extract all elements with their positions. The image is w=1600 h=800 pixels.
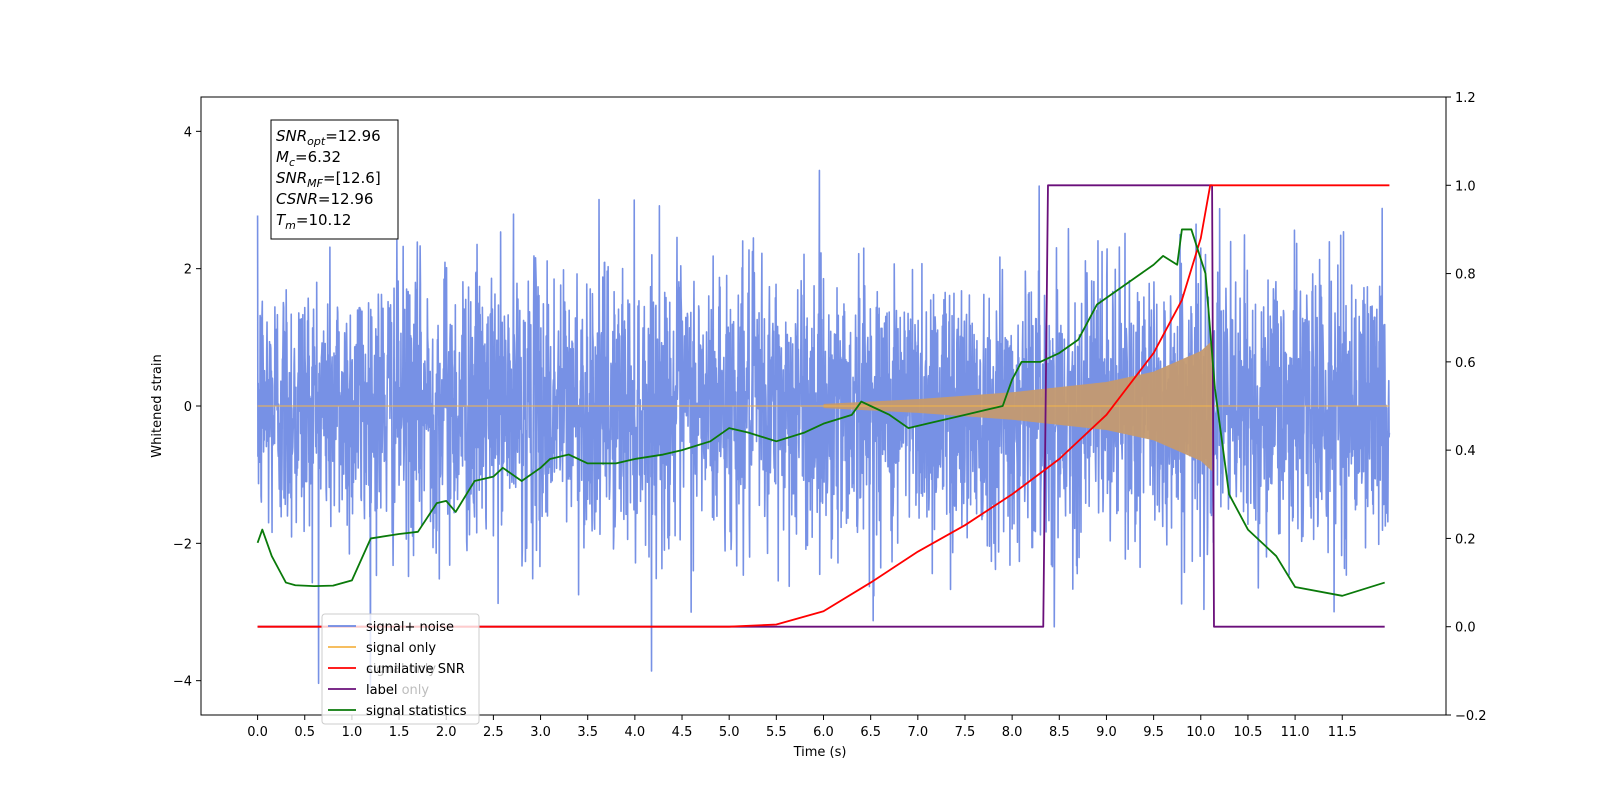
x-tick-label: 0.0 bbox=[247, 725, 268, 740]
annotation-line: SNRMF=[12.6] bbox=[276, 169, 381, 190]
series-line-label bbox=[257, 184, 1385, 628]
y2-tick-label: 0.0 bbox=[1455, 621, 1476, 636]
series-line-cumilative-snr bbox=[257, 184, 1390, 628]
x-tick-label: 9.0 bbox=[1096, 725, 1117, 740]
y2-tick-label: 0.8 bbox=[1455, 268, 1476, 283]
x-tick-label: 8.5 bbox=[1049, 725, 1070, 740]
legend-label: signal statistics bbox=[366, 704, 467, 719]
legend-ghost-text: label only bbox=[366, 683, 429, 698]
y2-tick-label: 1.2 bbox=[1455, 91, 1476, 106]
series-line-signal-noise bbox=[256, 169, 1391, 689]
x-tick-label: 7.5 bbox=[955, 725, 976, 740]
legend: signal only label only signal statistics si… bbox=[321, 613, 480, 725]
lines-layer bbox=[256, 184, 1390, 628]
y-tick-label: 0 bbox=[184, 400, 192, 415]
x-tick-label: 8.0 bbox=[1002, 725, 1023, 740]
x-tick-label: 5.0 bbox=[719, 725, 740, 740]
y-axis-label: Whitened strain bbox=[150, 354, 165, 457]
x-axis: 0.0 0.5 1.0 1.5 2.0 2.5 3.0 3.5 4.0 4.5 5.0 5.5 6.0 6… bbox=[247, 715, 1357, 740]
annotation-line: SNRopt=12.96 bbox=[276, 127, 381, 148]
x-axis-label: Time (s) bbox=[793, 745, 847, 760]
y2-tick-label: 0.2 bbox=[1455, 532, 1476, 547]
legend-label: signal only bbox=[366, 641, 436, 656]
legend-ghost-text: signal only bbox=[366, 662, 436, 677]
x-tick-label: 11.0 bbox=[1281, 725, 1310, 740]
x-tick-label: 6.0 bbox=[813, 725, 834, 740]
y-axis-left: 4 2 0 −2 −4 bbox=[173, 125, 201, 690]
x-tick-label: 11.5 bbox=[1328, 725, 1357, 740]
y2-tick-label: 1.0 bbox=[1455, 179, 1476, 194]
x-tick-label: 5.5 bbox=[766, 725, 787, 740]
x-tick-label: 6.5 bbox=[860, 725, 881, 740]
y2-tick-label: 0.6 bbox=[1455, 356, 1476, 371]
x-tick-label: 1.5 bbox=[389, 725, 410, 740]
annotation-line: Tm=10.12 bbox=[276, 211, 351, 232]
series-line-signal-statistics bbox=[256, 228, 1385, 597]
x-tick-label: 10.0 bbox=[1186, 725, 1215, 740]
signal-layer bbox=[257, 340, 1390, 472]
y-tick-label: −2 bbox=[173, 537, 192, 552]
annotation-box: SNRopt=12.96Mc=6.32SNRMF=[12.6]CSNR=12.9… bbox=[270, 119, 399, 240]
y-tick-label: 2 bbox=[184, 263, 192, 278]
x-tick-label: 2.5 bbox=[483, 725, 504, 740]
y2-tick-label: 0.4 bbox=[1455, 444, 1476, 459]
legend-label: label bbox=[366, 683, 397, 698]
legend-label: cumilative SNR bbox=[366, 662, 465, 677]
x-tick-label: 9.5 bbox=[1143, 725, 1164, 740]
x-tick-label: 2.0 bbox=[436, 725, 457, 740]
noise-layer bbox=[256, 169, 1391, 689]
legend-ghost-text: signal statistics bbox=[366, 704, 467, 719]
y-tick-label: 4 bbox=[184, 125, 192, 140]
x-tick-label: 3.5 bbox=[577, 725, 598, 740]
y2-tick-label: −0.2 bbox=[1455, 709, 1487, 724]
x-tick-label: 4.0 bbox=[625, 725, 646, 740]
x-tick-label: 4.5 bbox=[672, 725, 693, 740]
annotation-line: CSNR=12.96 bbox=[276, 190, 373, 208]
legend-label: signal+ noise bbox=[366, 620, 454, 635]
x-tick-label: 7.0 bbox=[907, 725, 928, 740]
legend-frame bbox=[321, 613, 480, 725]
x-tick-label: 1.0 bbox=[342, 725, 363, 740]
x-tick-label: 3.0 bbox=[530, 725, 551, 740]
y-axis-right: 1.2 1.0 0.8 0.6 0.4 0.2 0.0 −0.2 bbox=[1446, 91, 1487, 724]
annotation-frame bbox=[270, 119, 399, 240]
y-tick-label: −4 bbox=[173, 675, 192, 690]
annotation-line: Mc=6.32 bbox=[276, 148, 341, 169]
x-tick-label: 10.5 bbox=[1233, 725, 1262, 740]
x-tick-label: 0.5 bbox=[294, 725, 315, 740]
